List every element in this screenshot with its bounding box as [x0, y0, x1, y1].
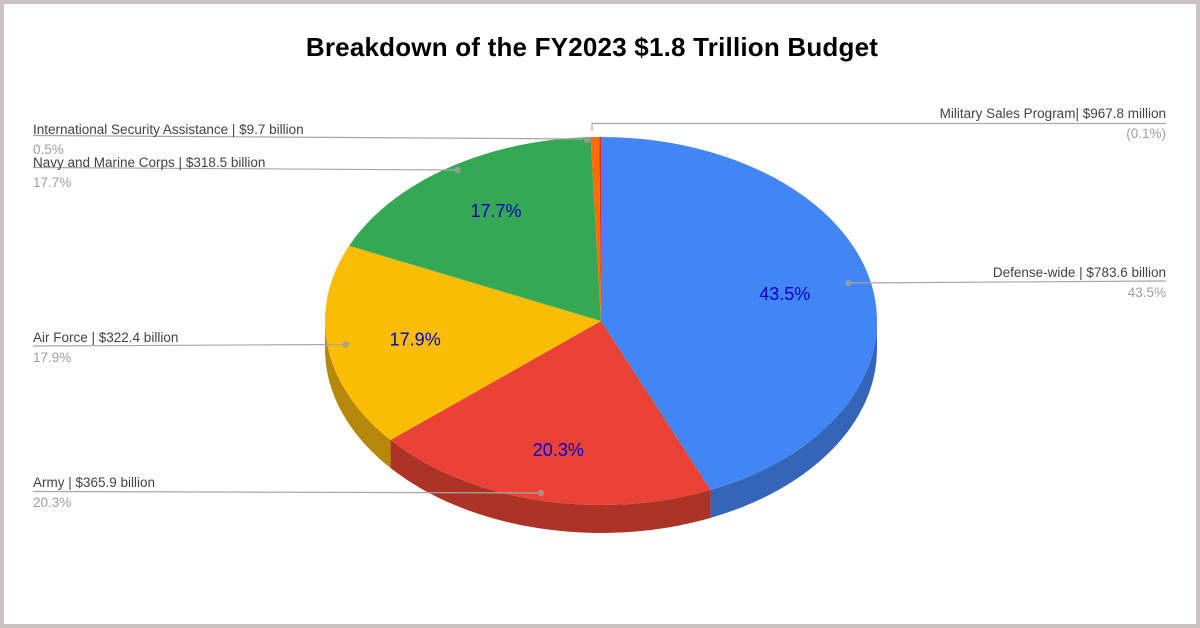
callout-percent: 43.5%: [1127, 285, 1166, 300]
chart-title: Breakdown of the FY2023 $1.8 Trillion Bu…: [305, 32, 879, 62]
pie-slice-navy-and-marine-corps[interactable]: [349, 137, 601, 321]
callout-military-sales-program: Military Sales Program| $967.8 million (…: [940, 106, 1166, 141]
pie-slice-military-sales-program[interactable]: [599, 137, 601, 321]
slice-percent-label-air-force: 17.9%: [390, 330, 441, 350]
callout-percent: (0.1%): [1126, 126, 1166, 141]
pie-slice-international-security-assistance[interactable]: [590, 137, 601, 321]
leader-defense-wide: [849, 280, 1167, 284]
callout-label: Navy and Marine Corps | $318.5 billion: [33, 155, 266, 170]
callout-percent: 0.5%: [33, 142, 64, 157]
callout-label: International Security Assistance | $9.7…: [33, 122, 304, 137]
leader-air-force: [32, 343, 345, 347]
slice-percent-label-defense-wide: 43.5%: [759, 284, 810, 304]
leader-military-sales-program: [591, 122, 1166, 131]
leader-navy-and-marine-corps: [32, 166, 457, 171]
leader-international-security-assistance: [32, 134, 584, 140]
pie-slice-side-air-force: [325, 321, 391, 469]
slice-percent-label-navy-and-marine-corps: 17.7%: [470, 201, 521, 221]
slice-percent-label-army: 20.3%: [533, 440, 584, 460]
pie-slice-side-defense-wide: [710, 321, 877, 518]
leader-defense-wide-dot: [845, 279, 852, 287]
callout-air-force: Air Force | $322.4 billion 17.9%: [33, 330, 178, 365]
leader-international-security-assistance-dot: [583, 136, 591, 144]
pie-slice-side-army: [390, 440, 711, 533]
callout-label: Air Force | $322.4 billion: [33, 330, 179, 345]
callout-navy-and-marine-corps: Navy and Marine Corps | $318.5 billion 1…: [33, 155, 265, 190]
callout-percent: 17.9%: [33, 350, 72, 365]
callout-defense-wide: Defense-wide | $783.6 billion 43.5%: [993, 265, 1166, 300]
callout-percent: 17.7%: [33, 175, 72, 190]
leader-army: [32, 490, 540, 494]
leader-air-force-dot: [342, 341, 350, 348]
leader-navy-and-marine-corps-dot: [454, 166, 461, 174]
pie-slice-air-force[interactable]: [325, 245, 601, 441]
leader-army-dot: [537, 489, 545, 497]
callout-label: Defense-wide | $783.6 billion: [992, 265, 1166, 280]
callout-international-security-assistance: International Security Assistance | $9.7…: [33, 122, 304, 157]
callout-label: Army | $365.9 billion: [33, 475, 156, 490]
callout-army: Army | $365.9 billion 20.3%: [33, 475, 155, 510]
pie-slice-army[interactable]: [390, 321, 711, 506]
callout-percent: 20.3%: [33, 495, 72, 510]
callout-label: Military Sales Program| $967.8 million: [939, 106, 1166, 121]
pie-slice-defense-wide[interactable]: [601, 137, 877, 490]
